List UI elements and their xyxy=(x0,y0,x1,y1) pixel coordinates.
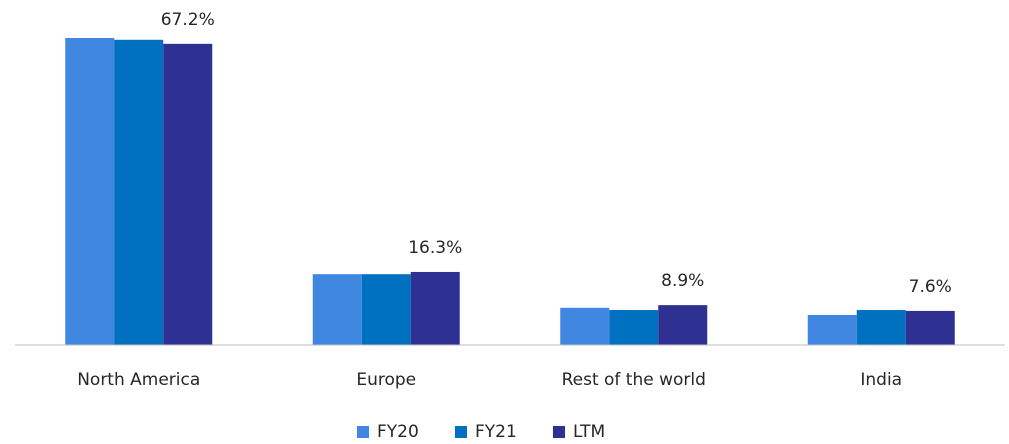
legend-label: FY20 xyxy=(377,422,419,442)
legend-label: LTM xyxy=(573,422,605,442)
bar xyxy=(658,305,708,345)
legend-swatch xyxy=(357,426,369,438)
bar xyxy=(410,271,460,345)
bar xyxy=(114,39,164,346)
bar xyxy=(807,314,857,345)
legend-swatch xyxy=(455,426,467,438)
x-tick-label: Rest of the world xyxy=(562,370,706,390)
x-tick-label: Europe xyxy=(356,370,416,390)
legend-swatch xyxy=(553,426,565,438)
data-label: 8.9% xyxy=(661,271,704,291)
bar xyxy=(905,310,955,345)
bar xyxy=(163,43,213,345)
x-tick-label: India xyxy=(860,370,902,390)
bar xyxy=(856,310,906,345)
bar xyxy=(609,310,659,345)
bar xyxy=(312,274,362,345)
data-label: 16.3% xyxy=(408,238,462,258)
data-label: 67.2% xyxy=(161,10,215,30)
bar xyxy=(560,307,610,345)
x-tick-label: North America xyxy=(77,370,200,390)
bar xyxy=(65,38,115,345)
data-label: 7.6% xyxy=(909,277,952,297)
legend-label: FY21 xyxy=(475,422,517,442)
bar xyxy=(361,274,411,345)
